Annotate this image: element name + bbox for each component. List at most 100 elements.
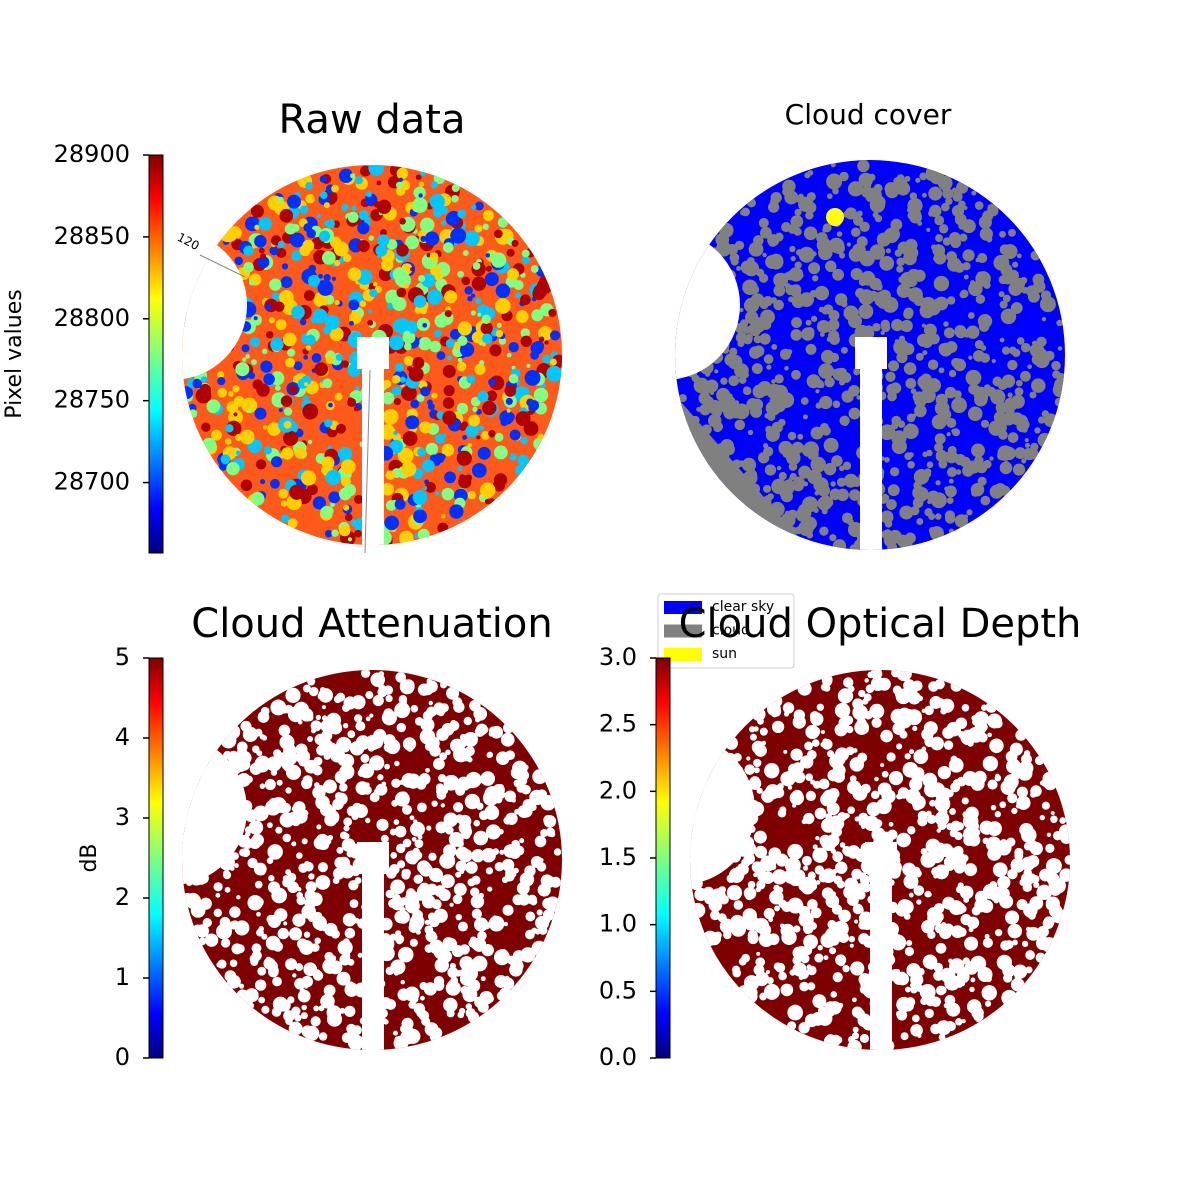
image-texture [502,792,508,798]
image-texture [351,1025,362,1036]
image-texture [415,174,422,181]
image-texture [512,950,525,963]
image-texture [457,921,468,932]
image-texture [405,235,420,250]
image-texture [942,923,955,935]
image-texture [220,938,231,948]
image-texture [823,437,839,453]
image-texture [342,913,357,927]
image-texture [294,978,306,990]
image-texture [409,267,415,272]
image-texture [921,746,927,752]
image-texture [439,852,456,869]
image-texture [384,763,390,770]
image-texture [891,438,907,455]
image-texture [278,488,289,499]
image-texture [886,752,896,762]
image-texture [806,531,814,539]
image-texture [738,376,747,384]
image-texture [898,335,906,342]
image-texture [767,493,774,500]
image-texture [831,455,843,467]
image-texture [751,861,764,873]
image-texture [880,510,894,524]
image-texture [746,756,751,761]
image-texture [895,969,900,974]
image-texture [470,887,480,897]
image-texture [414,839,424,849]
image-texture [268,317,275,324]
image-texture [924,736,936,748]
image-texture [924,994,937,1007]
image-texture [425,442,439,456]
image-texture [381,781,387,787]
image-texture [305,881,317,893]
image-texture [771,710,779,718]
image-texture [811,315,818,323]
image-texture [412,357,425,369]
image-texture [231,943,243,955]
image-texture [360,165,371,177]
image-texture [461,962,476,978]
image-texture [485,265,492,272]
image-texture [235,362,250,377]
image-texture [702,930,718,946]
image-texture [848,407,861,420]
image-texture [877,677,891,691]
image-texture [880,330,885,335]
image-texture [843,305,859,321]
image-texture [1052,382,1065,398]
image-texture [455,913,462,921]
image-texture [964,961,979,975]
image-texture [469,699,481,712]
image-texture [445,817,451,823]
image-texture [885,248,891,254]
image-texture [484,272,499,287]
image-texture [269,278,282,291]
image-texture [818,306,825,313]
image-texture [418,181,425,187]
image-texture [1027,364,1032,369]
image-texture [871,790,880,800]
image-texture [270,456,283,468]
image-texture [343,483,357,497]
image-texture [858,911,874,926]
image-texture [488,915,505,932]
image-texture [393,819,400,825]
image-texture [477,390,489,403]
image-texture [503,722,514,734]
image-texture [485,253,491,258]
image-texture [986,236,993,243]
image-texture [283,407,293,416]
image-texture [783,272,792,281]
image-texture [773,962,782,971]
image-texture [313,911,323,921]
image-texture [920,382,928,391]
image-texture [523,764,529,770]
image-texture [270,699,287,716]
image-texture [987,846,1002,861]
image-texture [294,446,307,459]
image-texture [879,255,895,271]
image-texture [763,354,774,364]
image-texture [449,504,464,519]
image-texture [794,261,802,269]
image-texture [515,411,531,427]
image-texture [482,333,493,344]
image-texture [508,374,519,384]
image-texture [837,1002,844,1009]
image-texture [501,876,509,884]
image-texture [931,414,947,430]
image-texture [858,818,866,826]
image-texture [401,461,417,477]
image-texture [1035,936,1050,951]
image-texture [485,824,501,840]
image-texture [324,809,340,825]
image-texture [503,816,512,825]
image-texture [826,173,843,190]
image-texture [788,476,794,482]
image-texture [289,232,305,248]
image-texture [771,720,785,734]
image-texture [891,670,901,678]
image-texture [190,903,206,918]
